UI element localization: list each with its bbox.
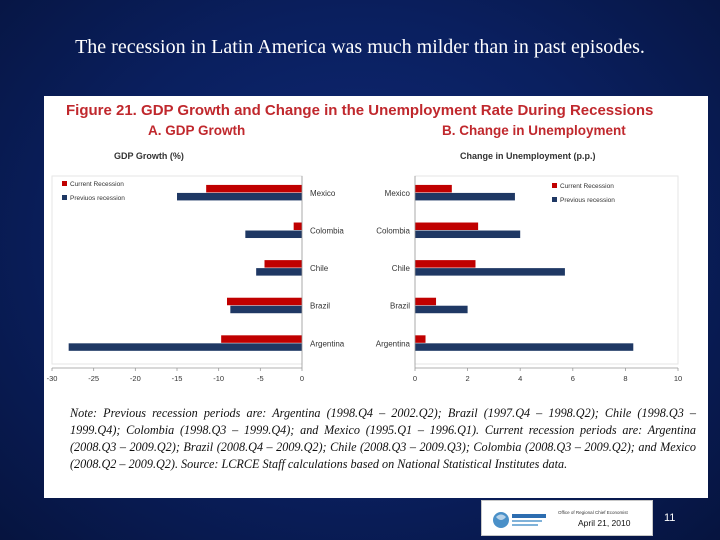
bar-brazil-previous (230, 305, 302, 314)
legend-swatch-previous (552, 197, 557, 202)
x-tick-label: -15 (172, 374, 183, 383)
world-bank-logo-icon (493, 512, 546, 528)
footer-logo-box: Office of Regional Chief Economist April… (481, 500, 653, 536)
legend-swatch-current (62, 181, 67, 186)
panel-b-title: B. Change in Unemployment (442, 123, 626, 138)
category-label-colombia: Colombia (376, 227, 410, 236)
category-label-mexico: Mexico (310, 189, 336, 198)
bar-chile-previous (415, 268, 565, 276)
panel-a-title: A. GDP Growth (148, 123, 246, 138)
category-label-mexico: Mexico (385, 189, 411, 198)
legend-label-current: Current Recession (560, 183, 614, 190)
category-label-chile: Chile (310, 264, 329, 273)
bar-chile-current (415, 260, 476, 268)
bar-chile-current (264, 260, 302, 268)
x-tick-label: 6 (571, 374, 575, 383)
figure-panel: Figure 21. GDP Growth and Change in the … (44, 96, 708, 498)
bar-colombia-previous (415, 230, 521, 239)
office-label: Office of Regional Chief Economist (558, 510, 628, 515)
slide-title: The recession in Latin America was much … (75, 36, 645, 58)
x-tick-label: -20 (130, 374, 141, 383)
bar-brazil-current (415, 297, 437, 306)
x-tick-label: 4 (518, 374, 522, 383)
x-tick-label: 0 (413, 374, 417, 383)
x-tick-label: 10 (674, 374, 682, 383)
category-label-argentina: Argentina (376, 339, 411, 348)
bar-colombia-previous (245, 230, 302, 239)
bar-colombia-current (293, 222, 302, 231)
bar-argentina-current (221, 335, 302, 343)
legend-label-previous: Previous recession (560, 197, 615, 204)
panel-b-subtitle: Change in Unemployment (p.p.) (460, 151, 596, 161)
legend-label-current: Current Recession (70, 181, 124, 188)
x-tick-label: 8 (623, 374, 627, 383)
bar-argentina-previous (68, 343, 303, 351)
charts-svg: Mexico Colombia Chile Brazil Argentina -30 -25… (47, 175, 682, 383)
bar-brazil-current (227, 297, 302, 306)
category-label-chile: Chile (392, 264, 411, 273)
legend-swatch-previous (62, 195, 67, 200)
figure-title: Figure 21. GDP Growth and Change in the … (66, 102, 654, 119)
bar-mexico-current (415, 184, 452, 193)
bar-chile-previous (256, 268, 302, 276)
bar-brazil-previous (415, 305, 468, 314)
page-number: 11 (664, 512, 676, 524)
bar-mexico-previous (177, 192, 302, 201)
category-label-argentina: Argentina (310, 339, 345, 348)
x-tick-label: -10 (213, 374, 224, 383)
bar-argentina-current (415, 335, 426, 343)
x-tick-label: -25 (88, 374, 99, 383)
category-label-brazil: Brazil (310, 302, 330, 311)
legend-label-previous: Previuos recession (70, 195, 125, 202)
x-tick-label: -5 (257, 374, 264, 383)
x-tick-label: 2 (466, 374, 470, 383)
category-label-colombia: Colombia (310, 227, 344, 236)
bar-colombia-current (415, 222, 479, 231)
legend-swatch-current (552, 183, 557, 188)
bar-mexico-previous (415, 192, 515, 201)
figure-note: Note: Previous recession periods are: Ar… (70, 406, 696, 471)
slide-date: April 21, 2010 (578, 518, 631, 528)
x-tick-label: 0 (300, 374, 304, 383)
bar-mexico-current (206, 184, 302, 193)
category-label-brazil: Brazil (390, 302, 410, 311)
x-tick-label: -30 (47, 374, 58, 383)
panel-a-subtitle: GDP Growth (%) (114, 151, 184, 161)
bar-argentina-previous (415, 343, 634, 351)
